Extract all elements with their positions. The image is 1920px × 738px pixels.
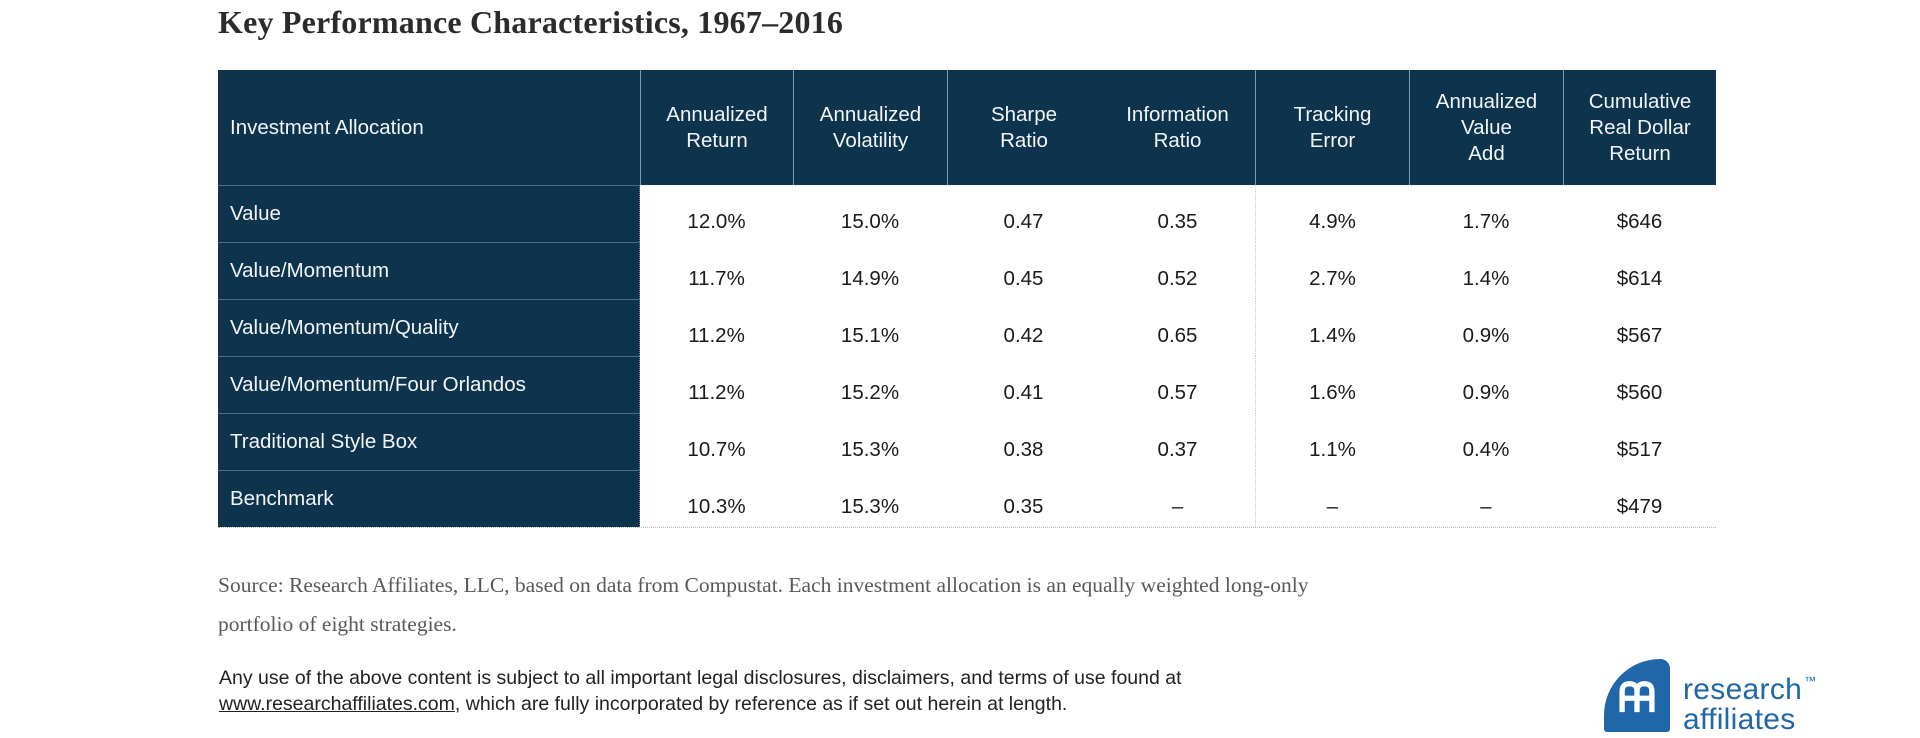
table-cell: 11.2% xyxy=(640,356,793,413)
col-header-cumulative-real-dollar: Cumulative Real Dollar Return xyxy=(1563,70,1716,185)
row-label: Value/Momentum xyxy=(218,242,640,299)
logo-word-affiliates: affiliates xyxy=(1683,703,1796,736)
table-cell: $646 xyxy=(1563,185,1716,242)
table-cell: 15.1% xyxy=(793,299,947,356)
table-cell: 1.6% xyxy=(1255,356,1409,413)
table-cell: 12.0% xyxy=(640,185,793,242)
table-cell: 0.9% xyxy=(1409,356,1563,413)
figure-title: Key Performance Characteristics, 1967–20… xyxy=(218,4,844,40)
table-header-row: Investment Allocation Annualized Return … xyxy=(218,70,1716,185)
col-header-tracking-error: Tracking Error xyxy=(1255,70,1409,185)
table-cell: 0.57 xyxy=(1100,356,1255,413)
researchaffiliates-link[interactable]: www.researchaffiliates.com xyxy=(219,692,455,715)
table-cell: 1.4% xyxy=(1255,299,1409,356)
table-cell: 10.7% xyxy=(640,413,793,470)
table-row: Benchmark 10.3% 15.3% 0.35– – – $479 xyxy=(218,470,1716,527)
table-cell: $479 xyxy=(1563,470,1716,527)
row-label: Value xyxy=(218,185,640,242)
table-cell: 0.47 xyxy=(947,185,1100,242)
table-body: Value 12.0% 15.0% 0.47 0.35 4.9% 1.7% $646 Value… xyxy=(218,185,1716,527)
table-cell: – xyxy=(1409,470,1563,527)
row-label: Benchmark xyxy=(218,470,640,527)
table-cell: 4.9% xyxy=(1255,185,1409,242)
table-cell: $517 xyxy=(1563,413,1716,470)
table-cell: 0.4% xyxy=(1409,413,1563,470)
source-note-line2: portfolio of eight strategies. xyxy=(218,612,457,636)
row-label: Value/Momentum/Quality xyxy=(218,299,640,356)
logo-word-research: research xyxy=(1683,673,1803,706)
legal-disclaimer: Any use of the above content is subject … xyxy=(219,666,1419,717)
table-cell: 15.2% xyxy=(793,356,947,413)
table-cell: 15.0% xyxy=(793,185,947,242)
trademark-symbol: ™ xyxy=(1804,674,1817,688)
table-cell: 1.1% xyxy=(1255,413,1409,470)
table-cell: $614 xyxy=(1563,242,1716,299)
row-label: Traditional Style Box xyxy=(218,413,640,470)
source-note: Source: Research Affiliates, LLC, based … xyxy=(218,566,1308,644)
table-cell: 0.45 xyxy=(947,242,1100,299)
table-cell: 0.35 xyxy=(1100,185,1255,242)
table-cell: 0.65 xyxy=(1100,299,1255,356)
table-cell: 0.35 xyxy=(947,470,1100,527)
table-cell: 0.42 xyxy=(947,299,1100,356)
ra-monogram-icon xyxy=(1604,659,1670,732)
disclaimer-line2: , which are fully incorporated by refere… xyxy=(454,692,1068,715)
table-cell: 10.3% xyxy=(640,470,793,527)
col-header-investment-allocation: Investment Allocation xyxy=(230,115,424,139)
research-affiliates-logo: research ™ affiliates xyxy=(1604,659,1816,735)
table-cell: 1.7% xyxy=(1409,185,1563,242)
table-cell: 0.37 xyxy=(1100,413,1255,470)
col-header-information-ratio: Information Ratio xyxy=(1126,102,1229,152)
table-cell: $567 xyxy=(1563,299,1716,356)
source-note-line1: Source: Research Affiliates, LLC, based … xyxy=(218,573,1309,597)
row-label: Value/Momentum/Four Orlandos xyxy=(218,356,640,413)
table-cell: 0.9% xyxy=(1409,299,1563,356)
col-header-annualized-volatility: Annualized Volatility xyxy=(793,70,947,185)
table-cell: $560 xyxy=(1563,356,1716,413)
table-cell: 11.2% xyxy=(640,299,793,356)
table-row: Value/Momentum/Four Orlandos 11.2% 15.2% 0.… xyxy=(218,356,1716,413)
table-cell: 0.52 xyxy=(1100,242,1255,299)
table-cell: 0.38 xyxy=(947,413,1100,470)
table-cell: 0.41 xyxy=(947,356,1100,413)
col-header-annualized-value-add: Annualized Value Add xyxy=(1409,70,1563,185)
performance-table: Investment Allocation Annualized Return … xyxy=(218,70,1716,528)
table-row: Value/Momentum 11.7% 14.9% 0.45 0.52 2.7% 1.4%… xyxy=(218,242,1716,299)
table-cell: 1.4% xyxy=(1409,242,1563,299)
table-row: Value 12.0% 15.0% 0.47 0.35 4.9% 1.7% $646 xyxy=(218,185,1716,242)
table-cell: – xyxy=(1100,470,1255,527)
logo-wordmark: research ™ affiliates xyxy=(1683,666,1816,735)
table-cell: 2.7% xyxy=(1255,242,1409,299)
table-row: Value/Momentum/Quality 11.2% 15.1% 0.42 0.65… xyxy=(218,299,1716,356)
table-cell: 15.3% xyxy=(793,470,947,527)
table-cell: 11.7% xyxy=(640,242,793,299)
col-header-annualized-return: Annualized Return xyxy=(640,70,793,185)
table-cell: 14.9% xyxy=(793,242,947,299)
table-cell: – xyxy=(1255,470,1409,527)
table-cell: 15.3% xyxy=(793,413,947,470)
table-row: Traditional Style Box 10.7% 15.3% 0.38 0.37 1… xyxy=(218,413,1716,470)
col-header-sharpe-ratio: Sharpe Ratio xyxy=(947,70,1100,185)
disclaimer-line1: Any use of the above content is subject … xyxy=(219,667,1182,689)
